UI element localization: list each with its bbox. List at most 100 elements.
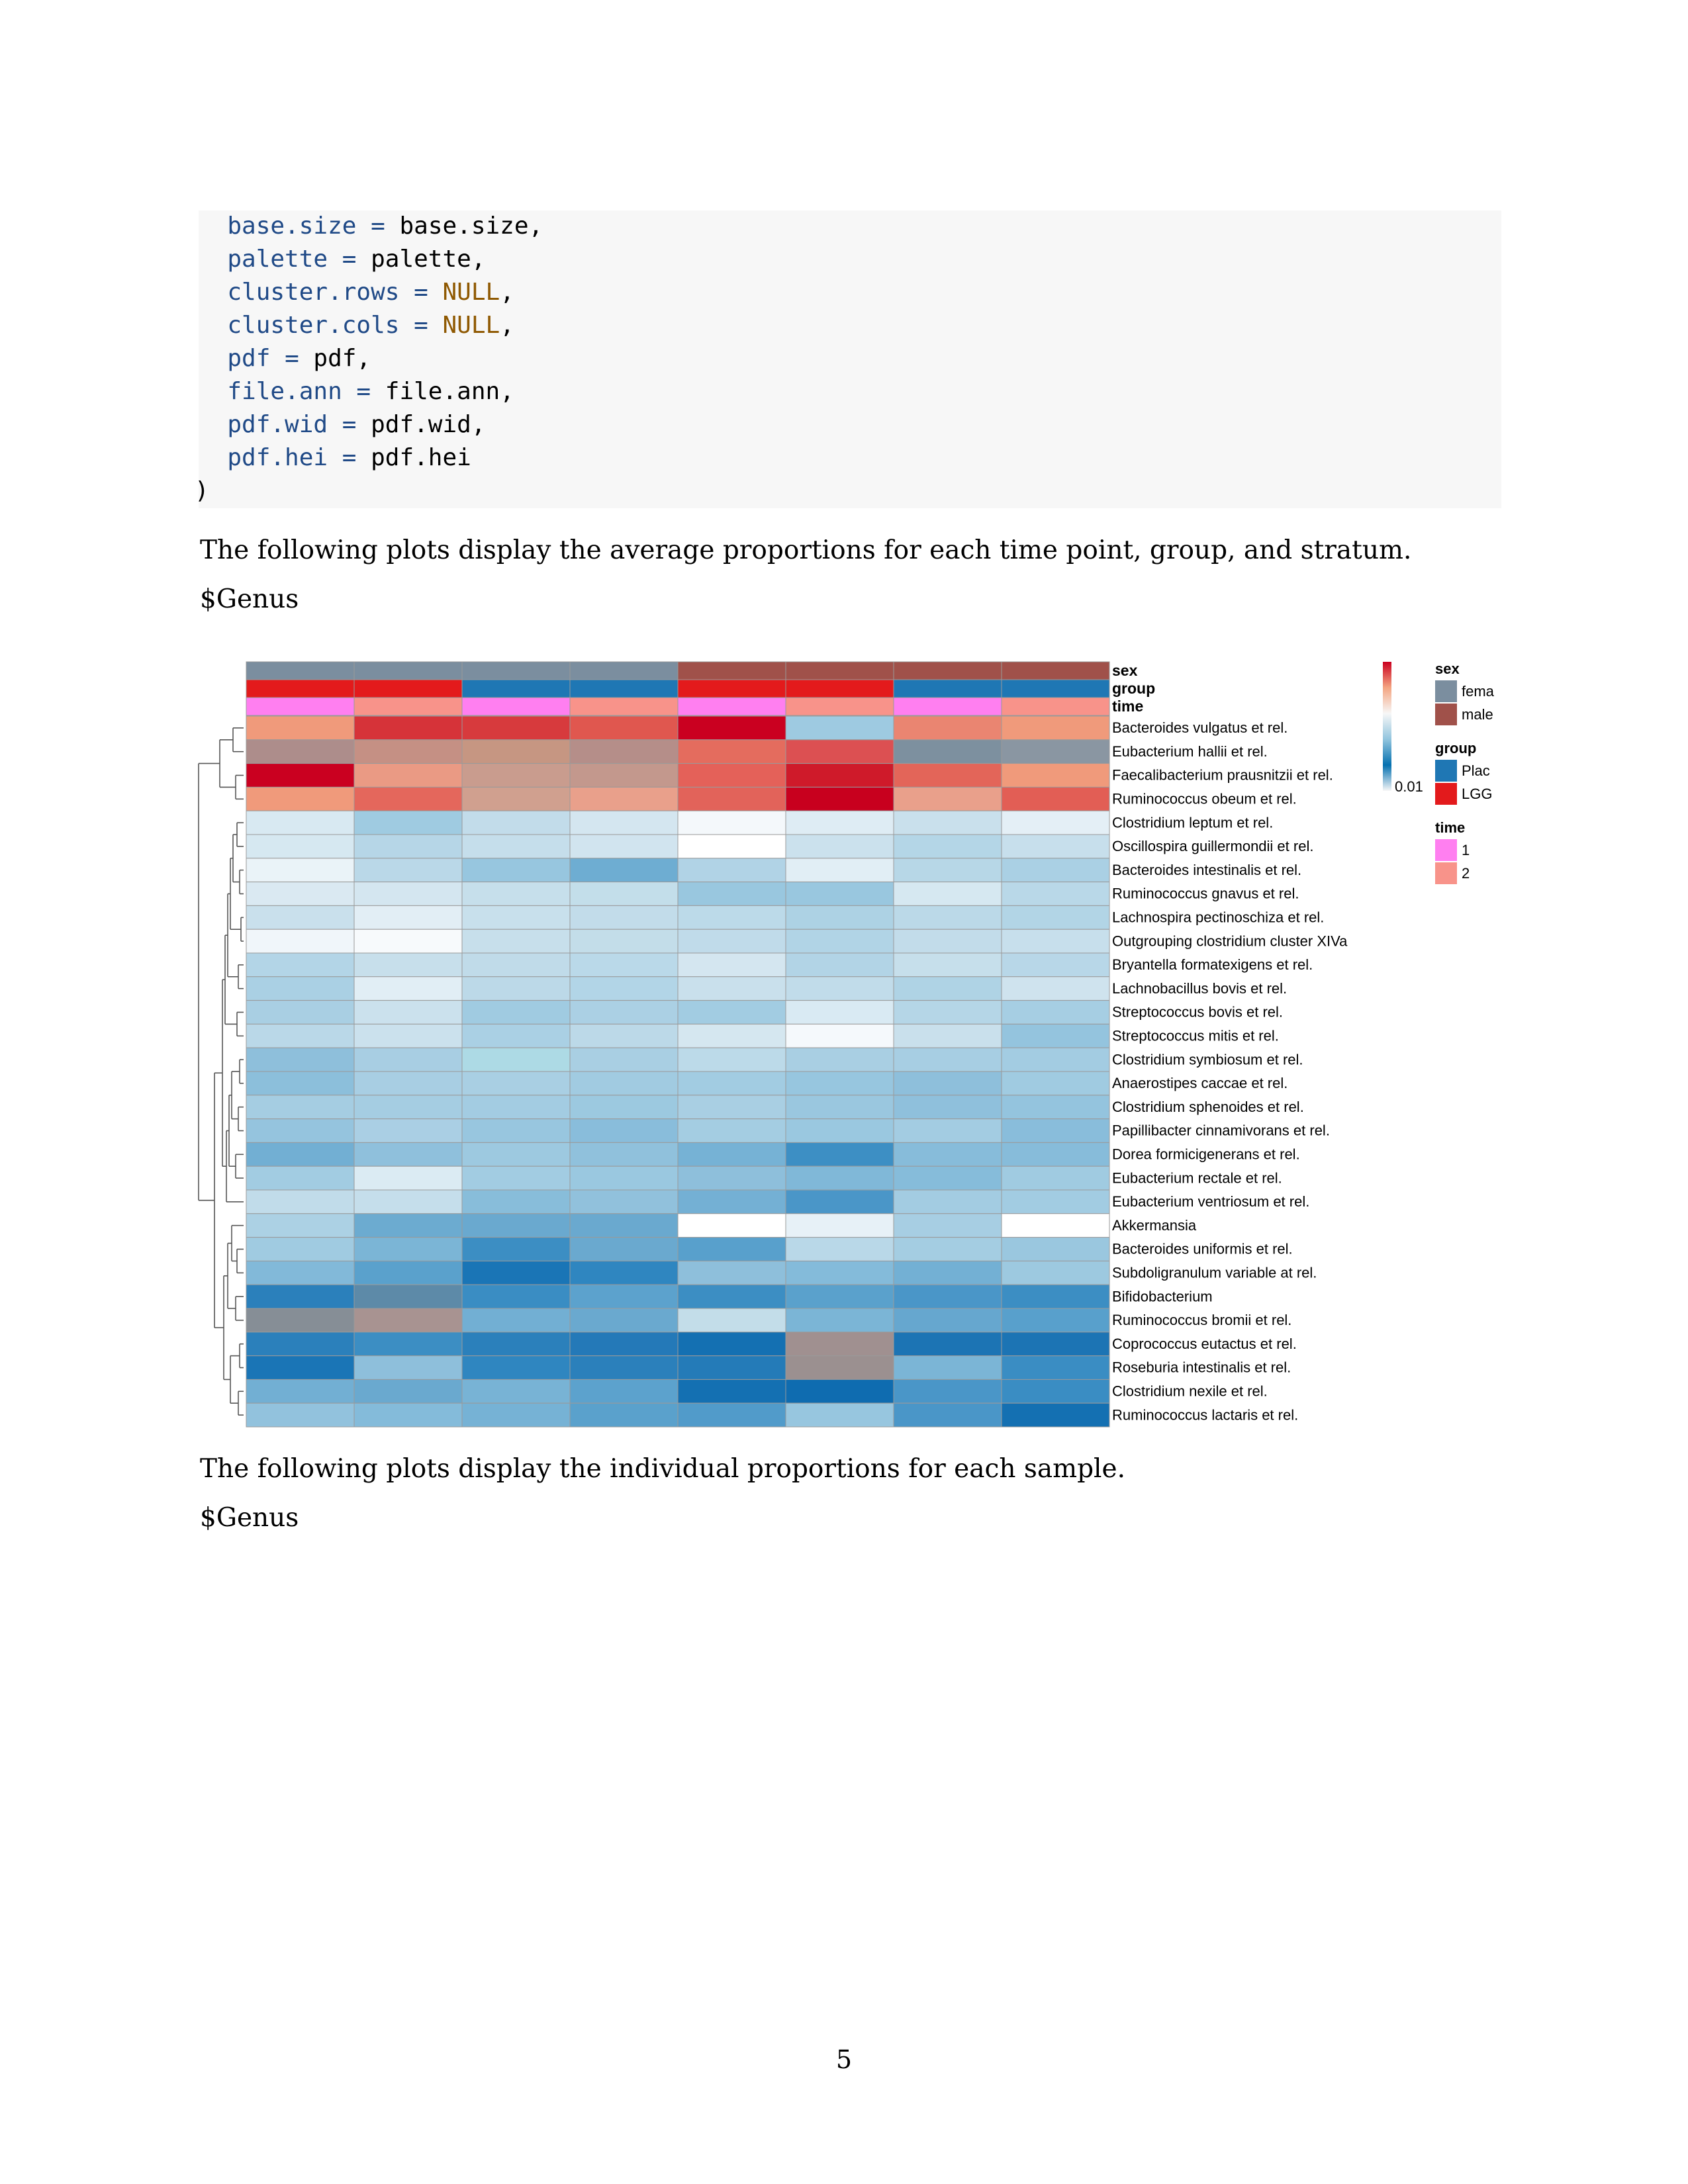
heatmap-cell [893, 1000, 1002, 1024]
heatmap-cell [1001, 1379, 1110, 1404]
heatmap-cell [246, 1260, 355, 1285]
row-label: Ruminococcus lactaris et rel. [1112, 1406, 1298, 1423]
heatmap-cell [1001, 858, 1110, 883]
heatmap-cell [461, 763, 571, 788]
heatmap-cell [353, 1142, 463, 1167]
annotation-cell-group [677, 679, 786, 698]
heatmap-cell [246, 1118, 355, 1143]
heatmap-cell [893, 715, 1002, 741]
heatmap-cell [461, 1095, 571, 1120]
heatmap-cell [893, 1047, 1002, 1072]
heatmap-cell [246, 1355, 355, 1380]
heatmap-cell [893, 1189, 1002, 1214]
heatmap-cell [461, 1260, 571, 1285]
code-line: base.size = base.size, [227, 212, 543, 240]
heatmap-cell [1001, 1000, 1110, 1024]
heatmap-cell [785, 882, 894, 906]
heatmap-cell [246, 810, 355, 835]
annotation-cell-sex [893, 661, 1002, 680]
legend-label-group: LGG [1462, 786, 1492, 802]
heatmap-cell [353, 834, 463, 859]
heatmap-cell [569, 1095, 679, 1120]
heatmap-cell [785, 1071, 894, 1096]
heatmap-cell [246, 905, 355, 930]
heatmap-cell [569, 1308, 679, 1333]
code-closing-paren: ) [195, 477, 209, 504]
heatmap-cell [246, 1000, 355, 1024]
heatmap-cell [1001, 1071, 1110, 1096]
heatmap-cell [1001, 1165, 1110, 1191]
heatmap-cell [785, 1402, 894, 1428]
annotation-cell-group [785, 679, 894, 698]
annotation-cell-sex [246, 661, 355, 680]
heatmap-cell [677, 1332, 786, 1357]
page-number: 5 [835, 2045, 853, 2074]
heatmap-cell [569, 976, 679, 1001]
heatmap-cell [785, 1047, 894, 1072]
annotation-cell-sex [461, 661, 571, 680]
row-label: Dorea formicigenerans et rel. [1112, 1146, 1300, 1162]
heatmap-cell [1001, 834, 1110, 859]
heatmap-cell [461, 1071, 571, 1096]
colorbar [1383, 662, 1391, 791]
heatmap-cell [246, 1071, 355, 1096]
heatmap-cell [1001, 786, 1110, 811]
heatmap-cell [246, 1189, 355, 1214]
heatmap-cell [353, 1023, 463, 1048]
heatmap-cell [1001, 1237, 1110, 1261]
heatmap-cell [569, 1237, 679, 1261]
heatmap-cell [893, 1095, 1002, 1120]
row-label: Eubacterium hallii et rel. [1112, 743, 1268, 760]
heatmap-cell [1001, 1308, 1110, 1333]
legend-title-sex: sex [1435, 660, 1460, 677]
annotation-cell-group [246, 679, 355, 698]
heatmap-cell [461, 1284, 571, 1309]
heatmap-cell [353, 1379, 463, 1404]
heatmap-cell [677, 1260, 786, 1285]
row-label: Coprococcus eutactus et rel. [1112, 1336, 1297, 1352]
row-label: Bryantella formatexigens et rel. [1112, 956, 1313, 973]
heatmap-cell [785, 810, 894, 835]
heatmap-cell [1001, 952, 1110, 978]
heatmap-cell [1001, 763, 1110, 788]
annotation-cell-group [353, 679, 463, 698]
heatmap-cell [461, 1237, 571, 1261]
heatmap-cell [353, 1260, 463, 1285]
heatmap-cell [569, 1332, 679, 1357]
heatmap-cell [1001, 1047, 1110, 1072]
annotation-cell-group [569, 679, 679, 698]
paragraph-individual-proportions: The following plots display the individu… [200, 1454, 1126, 1484]
row-label: Streptococcus mitis et rel. [1112, 1027, 1279, 1044]
heatmap-cell [569, 1379, 679, 1404]
heatmap-cell [893, 1142, 1002, 1167]
heatmap-cell [569, 1000, 679, 1024]
heatmap-cell [677, 1379, 786, 1404]
heatmap-cell [353, 882, 463, 906]
heatmap-cell [785, 1260, 894, 1285]
heatmap-cell [569, 1402, 679, 1428]
heatmap-cell [893, 905, 1002, 930]
heatmap-cell [246, 952, 355, 978]
heatmap-cell [461, 834, 571, 859]
heatmap-cell [246, 1095, 355, 1120]
heatmap-cell [893, 976, 1002, 1001]
legend-title-time: time [1435, 819, 1465, 836]
heatmap-cell [353, 1213, 463, 1238]
heatmap-cell [461, 858, 571, 883]
heatmap-cell [569, 858, 679, 883]
row-label: Eubacterium ventriosum et rel. [1112, 1193, 1309, 1210]
heatmap-cell [1001, 1332, 1110, 1357]
heatmap-cell [785, 1379, 894, 1404]
heatmap-cell [893, 1165, 1002, 1191]
row-label: Oscillospira guillermondii et rel. [1112, 838, 1313, 854]
heatmap-cell [893, 739, 1002, 764]
heatmap-cell [353, 1402, 463, 1428]
heatmap-cell [246, 1284, 355, 1309]
heatmap-cell [461, 1213, 571, 1238]
heatmap-cell [569, 1260, 679, 1285]
row-label: Streptococcus bovis et rel. [1112, 1004, 1283, 1021]
heatmap-cell [461, 1000, 571, 1024]
heatmap-cell [785, 1000, 894, 1024]
row-label: Ruminococcus gnavus et rel. [1112, 886, 1299, 902]
annotation-cell-sex [569, 661, 679, 680]
